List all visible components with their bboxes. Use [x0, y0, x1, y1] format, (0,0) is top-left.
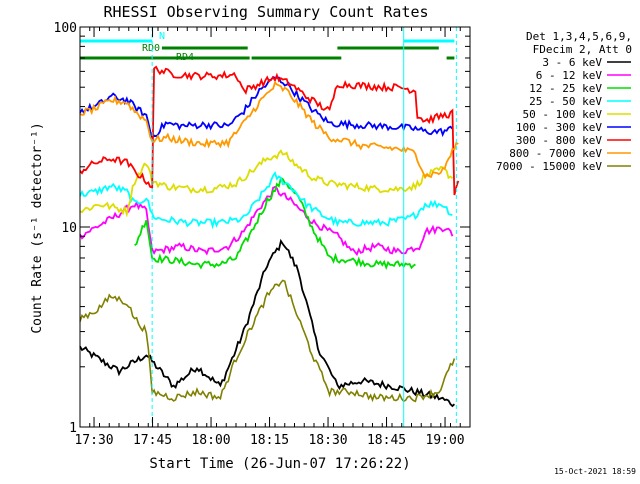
x-tick-label: 17:45	[133, 433, 172, 448]
series-line	[79, 80, 459, 180]
annotation-label-n: N	[159, 31, 165, 42]
x-tick-label: 18:30	[308, 433, 347, 448]
y-tick-label: 10	[61, 221, 77, 236]
y-tick-label: 100	[54, 21, 77, 36]
legend-header-line: FDecim 2, Att 0	[533, 43, 632, 56]
x-axis-label: Start Time (26-Jun-07 17:26:22)	[149, 456, 410, 472]
legend-entry-label: 7000 - 15000 keV	[496, 160, 602, 173]
legend-entry-label: 100 - 300 keV	[516, 121, 602, 134]
series-line	[79, 185, 454, 257]
x-tick-label: 18:15	[250, 433, 289, 448]
legend: Det 1,3,4,5,6,9,FDecim 2, Att 03 - 6 keV…	[496, 30, 632, 173]
legend-entry-label: 6 - 12 keV	[536, 69, 603, 82]
legend-entry-label: 50 - 100 keV	[523, 108, 603, 121]
legend-entry-label: 300 - 800 keV	[516, 134, 602, 147]
x-tick-label: 17:30	[74, 433, 113, 448]
x-tick-label: 19:00	[425, 433, 464, 448]
series-line	[79, 170, 453, 230]
x-tick-label: 18:00	[191, 433, 230, 448]
legend-entry-label: 12 - 25 keV	[529, 82, 602, 95]
series-line	[79, 238, 456, 408]
series-line	[79, 65, 460, 196]
series-line	[134, 176, 416, 270]
series-line	[79, 279, 456, 403]
legend-entry-label: 25 - 50 keV	[529, 95, 602, 108]
legend-entry-label: 3 - 6 keV	[542, 56, 602, 69]
axis-ticks: 1 10 100 17:30 17:45 18:00 18:15 18:30 18:45 19:0…	[54, 21, 471, 448]
series-line	[79, 149, 454, 218]
y-axis-label: Count Rate (s⁻¹ detector⁻¹)	[30, 122, 45, 333]
y-tick-label: 1	[69, 421, 77, 436]
footer-date: 15-Oct-2021 18:59	[554, 467, 636, 476]
vertical-markers	[151, 27, 457, 427]
legend-header-line: Det 1,3,4,5,6,9,	[526, 30, 632, 43]
series-group	[79, 65, 460, 408]
annotation-label-rd4: RD4	[176, 52, 194, 63]
series-line	[79, 75, 454, 140]
chart-title: RHESSI Observing Summary Count Rates	[103, 3, 428, 21]
legend-entry-label: 800 - 7000 keV	[509, 147, 602, 160]
annotation-label-rd0: RD0	[142, 43, 160, 54]
x-tick-label: 18:45	[367, 433, 406, 448]
